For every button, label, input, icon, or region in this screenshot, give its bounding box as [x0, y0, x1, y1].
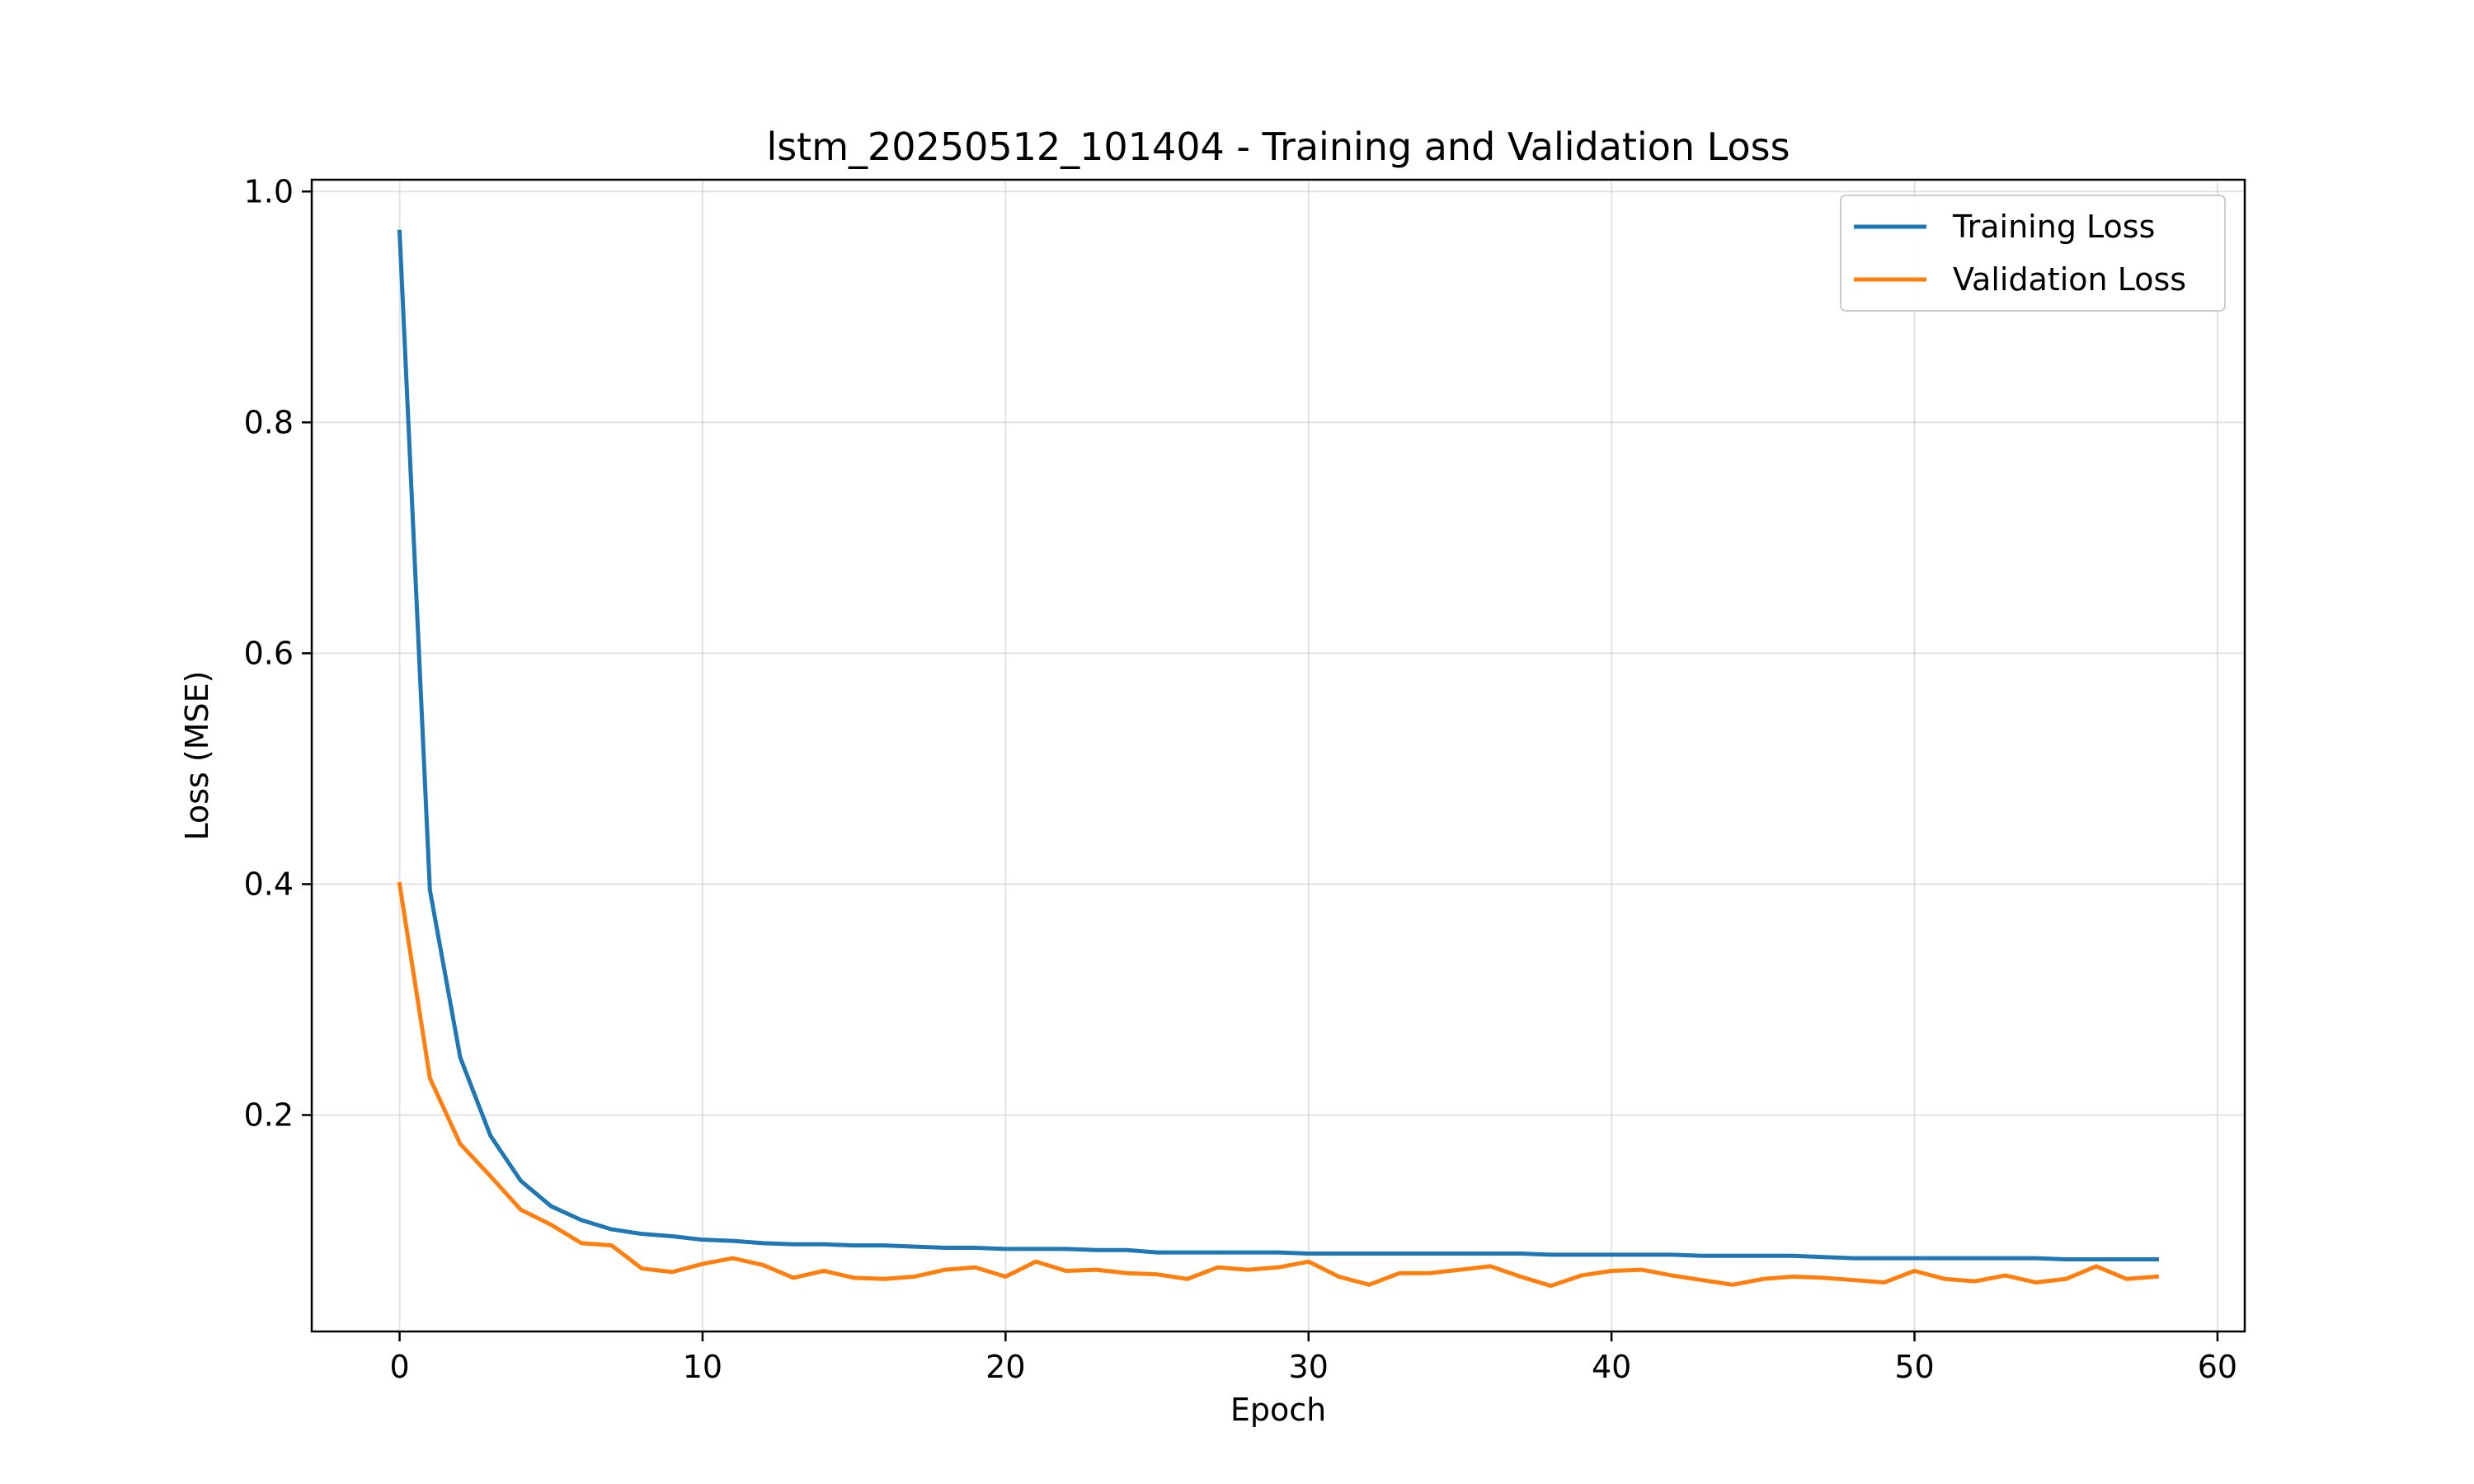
- legend: Training Loss Validation Loss: [1840, 195, 2226, 312]
- x-tick-label: 40: [1592, 1349, 1631, 1385]
- chart-title: lstm_20250512_101404 - Training and Vali…: [766, 124, 1790, 169]
- series-line-training-loss: [397, 229, 2159, 1261]
- y-axis-label: Loss (MSE): [179, 671, 215, 841]
- y-tick-label: 0.4: [244, 866, 294, 902]
- x-tick-label: 30: [1289, 1349, 1329, 1385]
- x-tick-label: 60: [2198, 1349, 2237, 1385]
- y-tick-label: 0.6: [244, 635, 294, 671]
- y-tick-label: 0.8: [244, 404, 294, 440]
- x-tick-label: 0: [389, 1349, 409, 1385]
- x-axis-label: Epoch: [1230, 1392, 1326, 1428]
- series-layer: [397, 229, 2160, 1289]
- tick-layer: 0 10 20 30 40 50 60 0.2 0.4 0.6 0.8 1.0: [244, 173, 2238, 1385]
- x-tick-label: 20: [985, 1349, 1025, 1385]
- plot-frame: [310, 178, 2246, 1333]
- legend-label-training-loss: Training Loss: [1952, 209, 2155, 245]
- legend-box: [1840, 195, 2226, 312]
- y-tick-label: 1.0: [244, 173, 294, 209]
- series-line-validation-loss: [397, 881, 2160, 1289]
- x-tick-label: 50: [1894, 1349, 1934, 1385]
- y-tick-label: 0.2: [244, 1097, 294, 1133]
- grid-layer: [312, 180, 2245, 1331]
- legend-label-validation-loss: Validation Loss: [1953, 261, 2186, 298]
- x-tick-label: 10: [683, 1349, 722, 1385]
